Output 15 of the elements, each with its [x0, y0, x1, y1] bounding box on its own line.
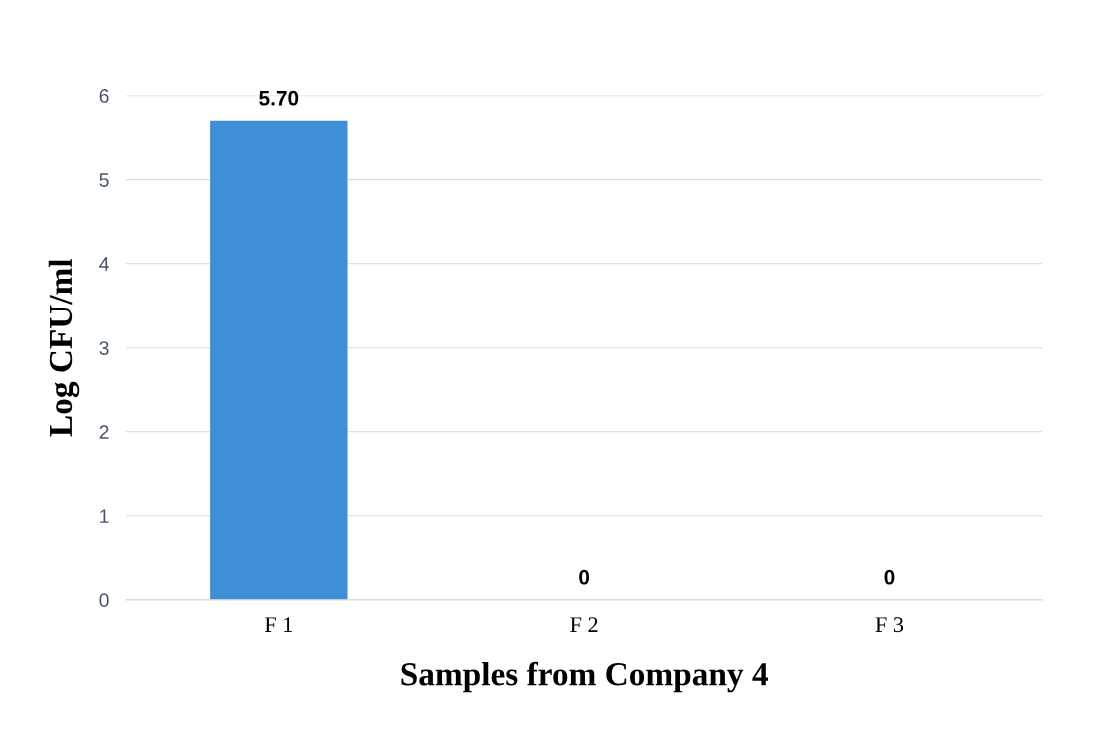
x-tick-label: F 2	[570, 617, 598, 632]
data-label: 5.70	[259, 90, 299, 106]
y-tick-label: 0	[99, 593, 109, 608]
data-label: 0	[579, 569, 590, 585]
x-tick-label: F 1	[264, 617, 292, 632]
data-label: 0	[884, 569, 895, 585]
y-tick-label: 2	[99, 425, 109, 439]
y-tick-label: 4	[99, 257, 109, 271]
x-axis-title: Samples from Company 4	[401, 661, 768, 693]
y-tick-label: 3	[99, 341, 109, 355]
y-tick-label: 5	[99, 173, 109, 187]
y-axis-title: Log CFU/ml	[48, 258, 80, 437]
y-tick-label: 1	[100, 509, 109, 523]
x-tick-label: F 3	[875, 617, 904, 633]
y-tick-label: 6	[99, 89, 109, 103]
